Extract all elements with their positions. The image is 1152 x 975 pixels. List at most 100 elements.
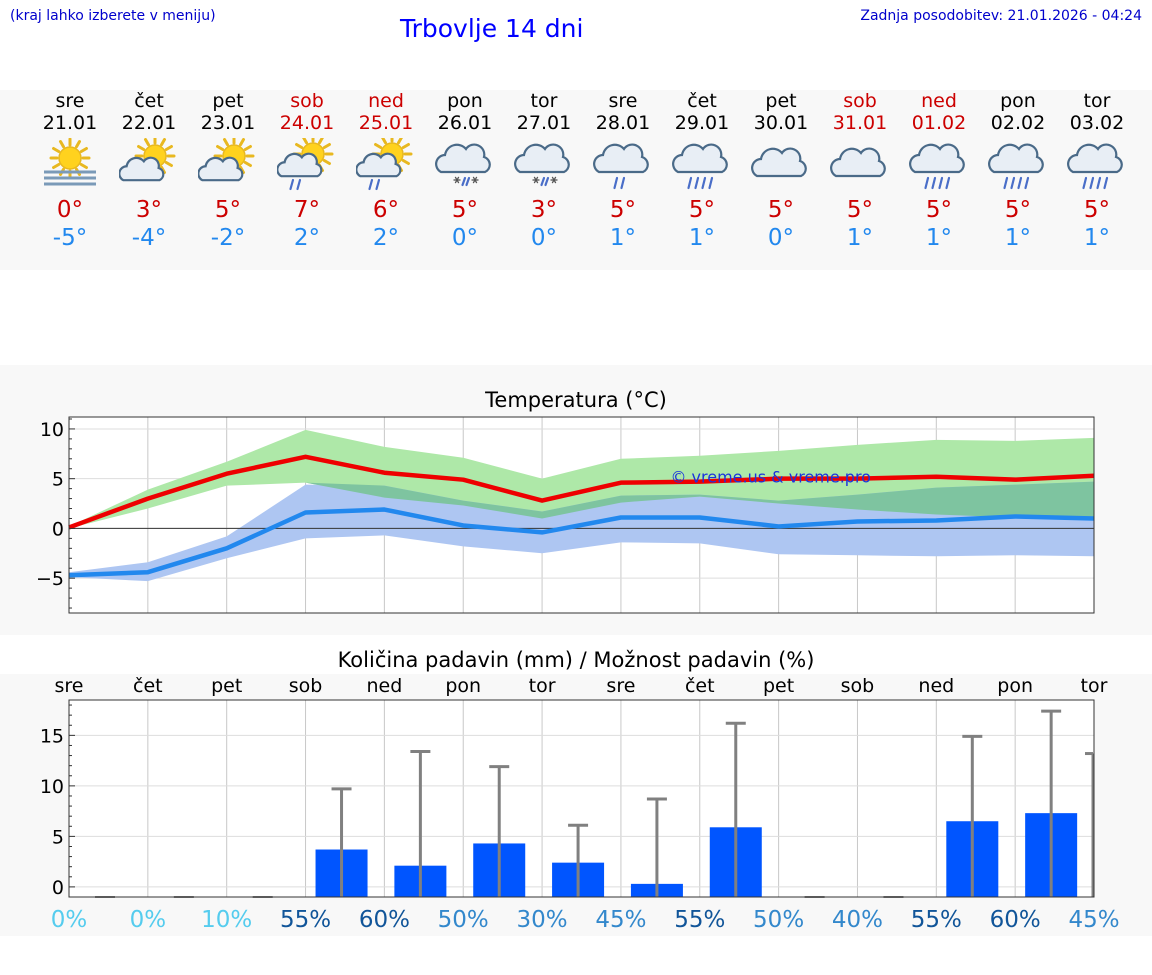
day-column: pon 02.02 5° 1° <box>978 90 1058 252</box>
min-temperature: 2° <box>293 225 321 251</box>
category-label: sre <box>606 675 635 697</box>
day-name: tor <box>530 90 558 112</box>
max-temperature: 5° <box>1004 197 1032 223</box>
min-temperature: 0° <box>530 225 558 251</box>
cloud-icon <box>830 147 886 178</box>
day-name: sre <box>55 90 85 112</box>
category-label: pet <box>763 675 794 697</box>
sun-cloud-icon <box>119 138 176 182</box>
rain-drop <box>1096 176 1102 190</box>
location-hint: (kraj lahko izberete v meniju) <box>10 8 216 24</box>
max-temperature: 6° <box>372 197 400 223</box>
cloud-icon <box>751 147 807 178</box>
min-temperature: -5° <box>52 225 88 251</box>
day-column: sob 31.01 5° 1° <box>820 90 900 252</box>
min-temperature: 2° <box>372 225 400 251</box>
precip-probability: 60% <box>990 907 1041 933</box>
category-label: ned <box>366 675 402 697</box>
day-name: čet <box>134 90 164 112</box>
rain-drop <box>613 176 619 190</box>
last-updated: Zadnja posodobitev: 21.01.2026 - 04:24 <box>860 8 1142 24</box>
min-temperature: 1° <box>688 225 716 251</box>
max-temperature: 3° <box>135 197 163 223</box>
day-date: 26.01 <box>437 112 493 134</box>
category-label: sre <box>55 675 84 697</box>
y-tick-label: −5 <box>36 568 64 590</box>
category-label: tor <box>1081 675 1108 697</box>
rain-drop <box>945 176 951 190</box>
min-temperature: 0° <box>767 225 795 251</box>
min-temperature: 1° <box>1004 225 1032 251</box>
category-label: tor <box>529 675 556 697</box>
precip-probability: 55% <box>280 907 331 933</box>
cloud-shape <box>198 156 244 182</box>
day-date: 25.01 <box>358 112 414 134</box>
plot-frame <box>68 416 1095 614</box>
max-temperature: 7° <box>293 197 321 223</box>
day-date: 28.01 <box>595 112 651 134</box>
rain-drop <box>461 176 467 187</box>
category-label: čet <box>133 675 163 697</box>
category-label: pon <box>997 675 1033 697</box>
day-date: 01.02 <box>911 112 967 134</box>
sun-cloud-rain-icon <box>277 138 334 191</box>
category-label: sob <box>841 675 875 697</box>
rain-drop <box>931 176 937 190</box>
y-tick-label: 15 <box>40 725 64 747</box>
cloud-shape <box>593 143 649 174</box>
snow-flake <box>471 176 479 184</box>
snow-flake <box>550 176 558 184</box>
day-name: pon <box>447 90 483 112</box>
rain-drop <box>694 176 700 190</box>
page-title: Trbovlje 14 dni <box>400 14 584 43</box>
rain-drop <box>924 176 930 190</box>
rain-drop <box>1024 176 1030 190</box>
day-name: pet <box>765 90 797 112</box>
temperature-chart-title: Temperatura (°C) <box>485 388 667 412</box>
min-temperature: 1° <box>609 225 637 251</box>
y-tick-label: 5 <box>52 469 64 491</box>
cloud-rain-icon <box>672 143 728 190</box>
rain-drop <box>289 178 295 191</box>
day-name: sob <box>843 90 877 112</box>
rain-drop <box>938 176 944 190</box>
sun-cloud-rain-icon <box>356 138 413 191</box>
day-date: 22.01 <box>121 112 177 134</box>
precip-probability: 40% <box>832 907 883 933</box>
rain-drop <box>1103 176 1109 190</box>
day-column: tor 03.02 5° 1° <box>1057 90 1137 252</box>
cloud-shape <box>1067 143 1123 174</box>
day-column: ned 01.02 5° 1° <box>899 90 979 252</box>
precip-probability: 0% <box>130 907 167 933</box>
min-temperature: 0° <box>451 225 479 251</box>
min-temperature: -2° <box>210 225 246 251</box>
precip-probability: 45% <box>595 907 646 933</box>
max-temperature: 5° <box>214 197 242 223</box>
cloud-rain-icon <box>909 143 965 190</box>
precip-probability: 30% <box>517 907 568 933</box>
day-date: 29.01 <box>674 112 730 134</box>
day-date: 21.01 <box>42 112 98 134</box>
day-date: 31.01 <box>832 112 888 134</box>
min-temperature-line <box>68 507 1095 578</box>
day-column: ned 25.01 6° 2° <box>346 90 426 252</box>
day-column: sre 28.01 5° 1° <box>583 90 663 252</box>
cloud-shape <box>119 156 165 182</box>
overlap-band <box>69 481 1094 529</box>
precip-probability: 55% <box>911 907 962 933</box>
min-temperature: 1° <box>925 225 953 251</box>
max-temperature: 5° <box>609 197 637 223</box>
precip-probability: 50% <box>753 907 804 933</box>
cloud-sleet-icon <box>514 143 570 187</box>
day-column: pet 23.01 5° -2° <box>188 90 268 252</box>
precip-probability: 10% <box>201 907 252 933</box>
precip-probability: 55% <box>674 907 725 933</box>
day-name: pon <box>1000 90 1036 112</box>
day-name: sre <box>608 90 638 112</box>
y-tick-label: 0 <box>52 518 64 540</box>
rain-drop <box>1010 176 1016 190</box>
precip-probability: 0% <box>51 907 88 933</box>
day-date: 02.02 <box>990 112 1046 134</box>
cloud-shape <box>514 143 570 174</box>
rain-drop <box>544 176 550 187</box>
